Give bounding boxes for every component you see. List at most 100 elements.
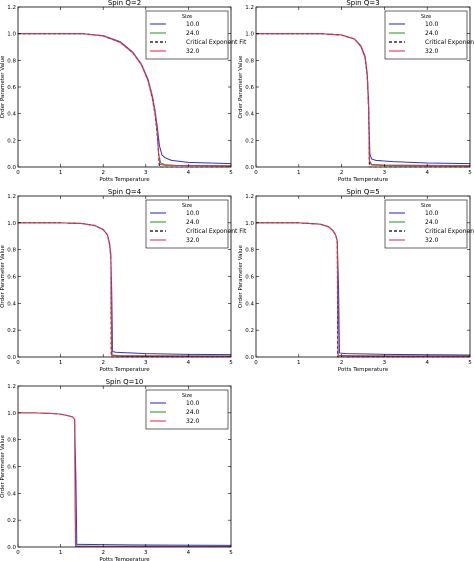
x-tick-label: 3 — [383, 170, 387, 176]
y-tick-label: 0.8 — [7, 438, 16, 444]
y-tick-label: 0.2 — [245, 328, 254, 334]
y-tick-label: 1.0 — [7, 411, 16, 417]
x-tick-label: 3 — [144, 360, 148, 366]
legend-title: Size — [421, 14, 431, 20]
legend-box — [145, 10, 229, 60]
x-tick-label: 3 — [144, 550, 148, 556]
y-tick-label: 0.8 — [245, 58, 254, 64]
x-tick-label: 4 — [187, 550, 191, 556]
series-line-2 — [18, 412, 232, 548]
y-tick-label: 0.6 — [7, 465, 16, 471]
legend-label: Critical Exponent Fit — [425, 39, 474, 46]
y-tick-label: 0.0 — [245, 355, 254, 361]
x-tick-label: 2 — [101, 360, 105, 366]
x-tick-label: 3 — [383, 360, 387, 366]
y-tick-label: 0.0 — [7, 165, 16, 171]
series-line-3 — [256, 33, 471, 167]
x-tick-label: 1 — [59, 170, 63, 176]
legend-label: 10.0 — [186, 400, 200, 407]
legend-title: Size — [421, 203, 431, 209]
x-tick-label: 2 — [340, 170, 344, 176]
chart-title: Spin Q=4 — [108, 188, 142, 196]
x-tick-label: 5 — [229, 550, 233, 556]
chart-title: Spin Q=3 — [346, 0, 379, 7]
y-tick-label: 0.4 — [7, 112, 16, 118]
legend-title: Size — [182, 203, 192, 209]
y-tick-label: 0.2 — [7, 518, 16, 524]
legend-label: Critical Exponent Fit — [186, 39, 247, 46]
legend-label: Critical Exponent Fit — [186, 228, 247, 235]
y-axis-label: Order Parameter Value — [0, 244, 6, 307]
x-tick-label: 0 — [16, 550, 20, 556]
legend-label: 32.0 — [186, 237, 200, 244]
subplot-q-0: 0 1 2 3 4 5 0.0 0.2 0.4 0.6 0.8 1.0 1.2 Spin Q=2 Potts… — [0, 0, 247, 183]
x-axis-label: Potts Temperature — [99, 177, 150, 183]
y-tick-label: 0.4 — [245, 112, 254, 118]
legend-label: 24.0 — [186, 219, 200, 226]
y-tick-label: 0.4 — [7, 491, 16, 497]
y-tick-label: 0.8 — [7, 58, 16, 64]
legend-label: 24.0 — [425, 219, 439, 226]
series-line-3 — [256, 222, 471, 357]
y-tick-label: 0.2 — [7, 138, 16, 144]
legend-label: 32.0 — [425, 48, 439, 55]
x-tick-label: 5 — [468, 170, 472, 176]
y-axis-label: Order Parameter Value — [0, 434, 6, 497]
legend-label: 10.0 — [425, 210, 439, 217]
y-tick-label: 1.2 — [7, 5, 16, 11]
subplot-q-4: 0 1 2 3 4 5 0.0 0.2 0.4 0.6 0.8 1.0 1.2 Spin Q=10 Pott… — [0, 378, 233, 561]
x-tick-label: 1 — [59, 360, 63, 366]
legend-title: Size — [182, 393, 192, 399]
legend-label: 24.0 — [186, 30, 200, 37]
x-axis-label: Potts Temperature — [338, 177, 389, 183]
y-tick-label: 0.6 — [245, 85, 254, 91]
x-tick-label: 0 — [16, 170, 20, 176]
x-tick-label: 5 — [229, 170, 233, 176]
x-tick-label: 4 — [425, 360, 429, 366]
x-tick-label: 2 — [340, 360, 344, 366]
legend-label: Critical Exponent Fit — [425, 228, 474, 235]
y-tick-label: 0.2 — [245, 138, 254, 144]
legend-label: 10.0 — [186, 21, 200, 28]
y-tick-label: 1.2 — [245, 5, 254, 11]
x-tick-label: 1 — [297, 170, 301, 176]
x-tick-label: 0 — [254, 170, 258, 176]
legend-title: Size — [182, 14, 192, 20]
y-tick-label: 0.2 — [7, 328, 16, 334]
x-tick-label: 4 — [187, 360, 191, 366]
y-tick-label: 0.4 — [245, 301, 254, 307]
y-tick-label: 0.0 — [245, 165, 254, 171]
y-axis-label: Order Parameter Value — [0, 55, 6, 118]
x-tick-label: 0 — [254, 360, 258, 366]
y-tick-label: 0.8 — [7, 248, 16, 254]
y-tick-label: 0.6 — [7, 85, 16, 91]
y-tick-label: 0.6 — [7, 275, 16, 281]
x-tick-label: 5 — [229, 360, 233, 366]
y-axis-label: Order Parameter Value — [238, 55, 244, 118]
y-tick-label: 0.6 — [245, 275, 254, 281]
x-tick-label: 3 — [144, 170, 148, 176]
x-axis-label: Potts Temperature — [99, 367, 150, 373]
y-tick-label: 0.0 — [7, 545, 16, 551]
x-tick-label: 2 — [101, 550, 105, 556]
x-axis-label: Potts Temperature — [99, 557, 150, 561]
x-tick-label: 4 — [425, 170, 429, 176]
legend-label: 10.0 — [186, 210, 200, 217]
y-tick-label: 1.0 — [7, 221, 16, 227]
x-tick-label: 4 — [187, 170, 191, 176]
y-tick-label: 0.4 — [7, 301, 16, 307]
subplot-q-1: 0 1 2 3 4 5 0.0 0.2 0.4 0.6 0.8 1.0 1.2 Spin Q=3 Potts… — [238, 0, 474, 183]
x-axis-label: Potts Temperature — [338, 367, 389, 373]
legend-label: 32.0 — [186, 48, 200, 55]
y-axis-label: Order Parameter Value — [238, 244, 244, 307]
legend-label: 24.0 — [425, 30, 439, 37]
chart-title: Spin Q=10 — [106, 378, 144, 386]
series-line-3 — [18, 33, 232, 167]
y-tick-label: 1.2 — [7, 194, 16, 200]
